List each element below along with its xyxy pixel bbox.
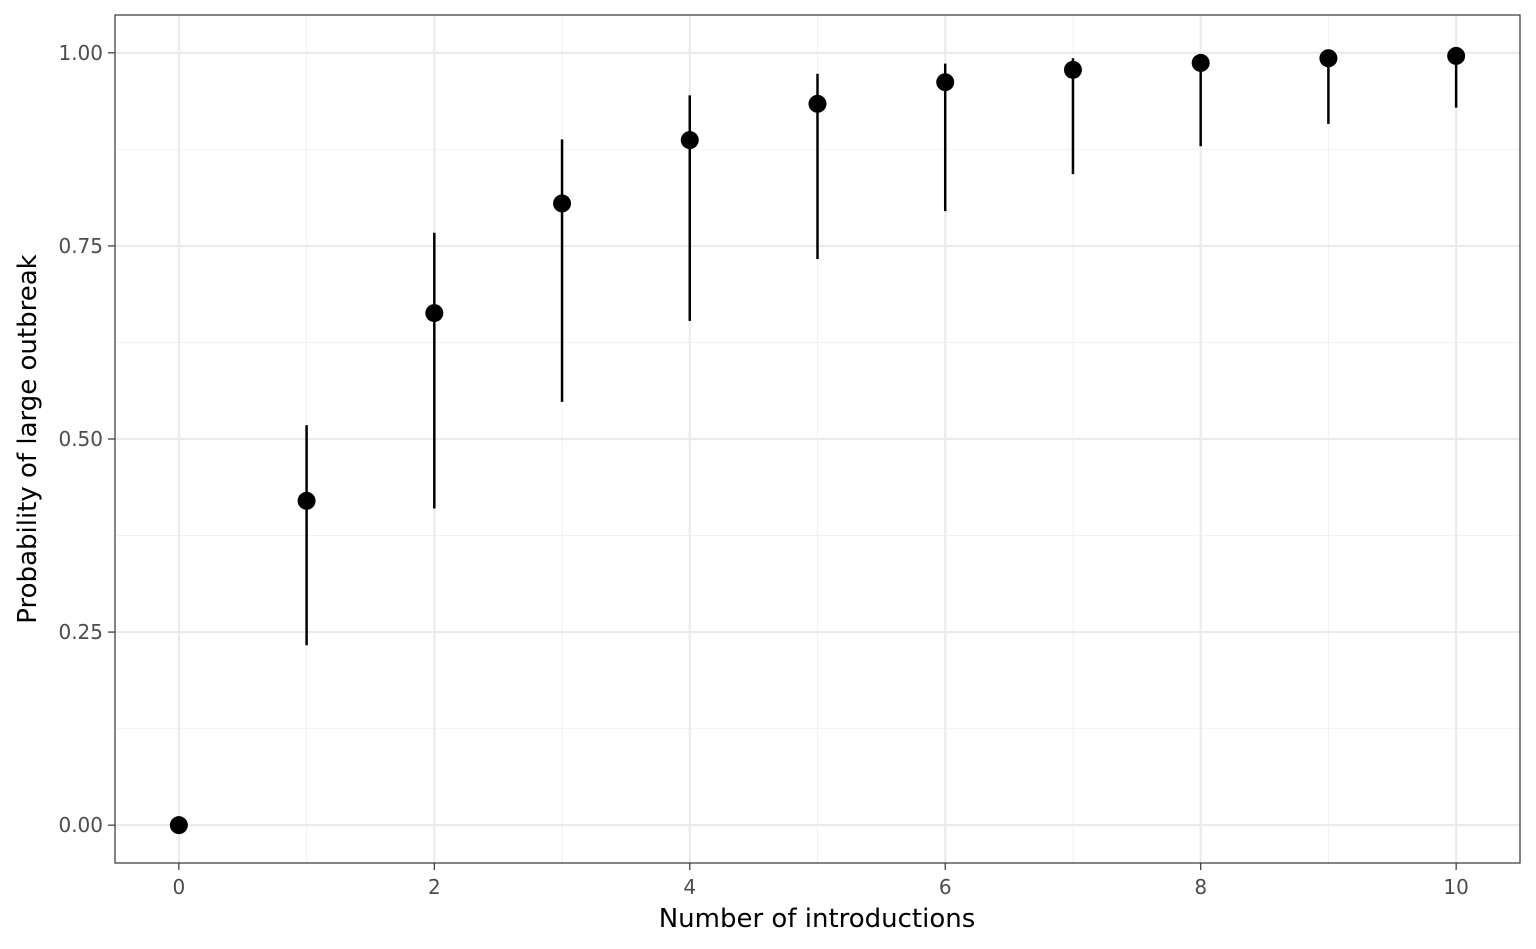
- x-tick-label: 8: [1194, 875, 1207, 899]
- data-point: [425, 304, 444, 323]
- data-point: [297, 491, 316, 510]
- x-tick-label: 4: [683, 875, 696, 899]
- data-point: [553, 194, 572, 213]
- data-point: [1191, 53, 1210, 72]
- x-axis: 0 2 4 6 8 10: [172, 863, 1469, 899]
- y-tick-label: 0.50: [58, 427, 103, 451]
- x-tick-label: 2: [428, 875, 441, 899]
- data-point: [169, 816, 188, 835]
- x-tick-label: 10: [1443, 875, 1468, 899]
- y-tick-label: 0.25: [58, 620, 103, 644]
- data-point: [1447, 46, 1466, 65]
- y-axis-title: Probability of large outbreak: [13, 254, 43, 623]
- data-point: [1319, 49, 1338, 68]
- x-tick-label: 0: [172, 875, 185, 899]
- data-point: [1063, 60, 1082, 79]
- y-axis: 0.00 0.25 0.50 0.75 1.00: [58, 41, 115, 837]
- x-tick-label: 6: [939, 875, 952, 899]
- data-point: [680, 131, 699, 150]
- x-axis-title: Number of introductions: [659, 904, 976, 934]
- data-point: [808, 94, 827, 113]
- y-tick-label: 1.00: [58, 41, 103, 65]
- data-point: [936, 73, 955, 92]
- y-tick-label: 0.00: [58, 813, 103, 837]
- y-tick-label: 0.75: [58, 234, 103, 258]
- data-points: [169, 46, 1466, 835]
